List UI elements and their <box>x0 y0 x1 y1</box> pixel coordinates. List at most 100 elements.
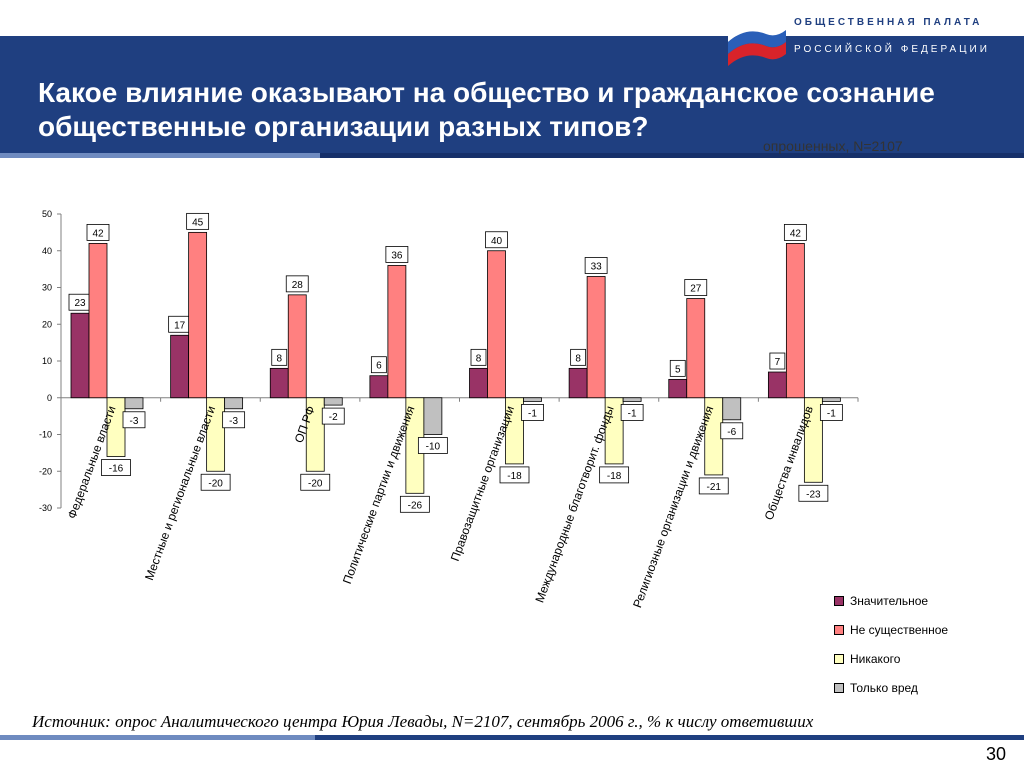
data-label-box <box>86 223 110 241</box>
data-label: 27 <box>690 284 702 295</box>
data-label: -21 <box>707 482 722 493</box>
y-tick-label: -30 <box>39 503 52 513</box>
bar <box>767 371 787 399</box>
data-label: 42 <box>790 228 802 239</box>
bar <box>387 265 407 399</box>
bar <box>287 294 307 399</box>
data-label-box <box>370 356 387 374</box>
data-label-box <box>798 484 829 502</box>
bar <box>568 367 588 399</box>
y-tick-label: 50 <box>42 209 52 219</box>
data-label-box <box>819 404 843 421</box>
category-label: Религиозные организации и движения <box>630 404 716 610</box>
y-tick-label: -10 <box>39 430 52 440</box>
legend-label: Только вред <box>850 680 918 695</box>
flag-red-stripe <box>728 42 786 66</box>
data-label: -20 <box>308 478 323 489</box>
data-label: 28 <box>292 280 304 291</box>
data-label-box <box>720 422 744 440</box>
data-label: 33 <box>591 261 603 272</box>
data-label: -23 <box>806 489 821 500</box>
data-label-box <box>570 348 587 366</box>
data-label-box <box>584 257 608 274</box>
data-label: -18 <box>607 471 622 482</box>
bar <box>722 397 742 421</box>
category-label: Политические партии и движения <box>340 404 418 586</box>
data-label: -3 <box>229 416 238 427</box>
data-label-box <box>499 466 530 484</box>
flag-blue-stripe <box>728 30 786 54</box>
bar <box>821 397 841 402</box>
bar <box>323 397 343 406</box>
footer-line-dark <box>315 735 1024 740</box>
bar <box>124 397 144 410</box>
data-label-box <box>285 275 309 293</box>
data-label-box <box>222 411 246 429</box>
bar <box>369 375 389 399</box>
legend-item: Значительное <box>834 586 948 615</box>
data-label-box <box>769 352 786 370</box>
header-stripe-light <box>0 153 320 158</box>
data-label: -1 <box>528 408 537 419</box>
data-label-box <box>599 466 630 484</box>
org-name-line2: РОССИЙСКОЙ ФЕДЕРАЦИИ <box>794 44 990 55</box>
data-label-box <box>698 477 729 495</box>
page-number: 30 <box>986 744 1007 764</box>
bar <box>586 276 606 399</box>
legend-label: Не существенное <box>850 622 949 637</box>
bar <box>785 242 805 399</box>
bar <box>604 397 624 465</box>
chart-legend: Значительное Не существенное Никакого Тольк… <box>834 586 948 702</box>
bar <box>668 378 688 399</box>
legend-swatch <box>834 595 844 606</box>
source-note: Источник: опрос Аналитического центра Юр… <box>32 712 814 731</box>
data-label-box <box>521 404 544 421</box>
header-stripe-dark <box>320 153 1024 158</box>
y-tick-label: 30 <box>42 283 52 293</box>
data-label: -6 <box>727 427 736 438</box>
bar <box>622 397 642 402</box>
data-label-box <box>385 246 409 263</box>
y-tick-label: 40 <box>42 246 52 256</box>
data-label: -3 <box>130 416 139 427</box>
data-label: 40 <box>491 236 503 247</box>
data-label-box <box>620 404 644 421</box>
data-label-box <box>417 437 448 454</box>
data-label: 6 <box>376 361 382 372</box>
data-label: 8 <box>575 353 581 364</box>
data-label-box <box>783 223 807 241</box>
bar <box>224 397 244 410</box>
data-label-box <box>399 495 430 513</box>
org-name-line1: ОБЩЕСТВЕННАЯ ПАЛАТА <box>794 17 983 28</box>
data-label: -10 <box>426 442 441 453</box>
bar <box>206 397 226 472</box>
page-title: Какое влияние оказывают на общество и гр… <box>38 77 935 142</box>
legend-label: Никакого <box>850 651 901 666</box>
data-label: 36 <box>391 250 403 261</box>
bar <box>423 397 443 435</box>
data-label-box <box>271 348 288 366</box>
legend-swatch <box>834 624 844 635</box>
header-bar <box>0 36 1024 156</box>
data-label-box <box>669 359 686 377</box>
bar <box>269 367 289 399</box>
data-label: -2 <box>329 412 338 423</box>
bar <box>469 367 488 399</box>
bar <box>170 334 190 399</box>
legend-item: Никакого <box>834 644 948 673</box>
legend-swatch <box>834 653 844 664</box>
category-label: Местные и региональные власти <box>142 404 218 582</box>
data-label: -20 <box>208 478 223 489</box>
data-label-box <box>101 459 131 476</box>
bar <box>686 298 706 399</box>
data-label-box <box>122 411 146 429</box>
russian-flag-logo <box>728 20 786 66</box>
data-label: 7 <box>775 357 781 368</box>
bar <box>487 250 506 399</box>
bar <box>305 397 325 472</box>
legend-item: Не существенное <box>834 615 948 644</box>
data-label: -18 <box>507 471 522 482</box>
data-label: 8 <box>476 353 482 364</box>
legend-label: Значительное <box>850 593 929 608</box>
